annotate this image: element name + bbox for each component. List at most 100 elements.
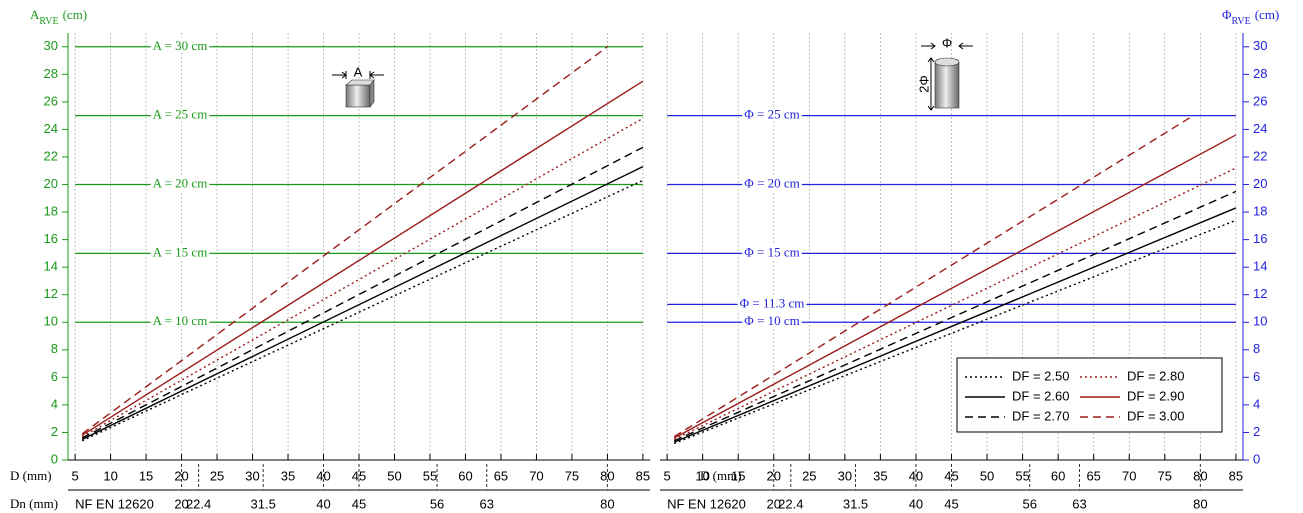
x-tick-label: 85	[1229, 468, 1243, 483]
x-tick-label: 65	[494, 468, 508, 483]
y-tick-label: 22	[1253, 148, 1267, 163]
legend-label: DF = 2.70	[1012, 408, 1069, 423]
dn-axis-label: Dn (mm)	[10, 496, 58, 511]
x-tick-label: 5	[663, 468, 670, 483]
reference-label: A = 20 cm	[153, 176, 208, 191]
reference-label: Φ = 15 cm	[744, 244, 799, 259]
icon-cube-top	[346, 80, 374, 85]
y-axis-label: ARVE(cm)	[30, 7, 87, 27]
y-tick-label: 24	[1253, 121, 1267, 136]
reference-label: Φ = 10 cm	[744, 313, 799, 328]
dn-tick-label: 63	[480, 496, 494, 511]
legend-label: DF = 2.50	[1012, 368, 1069, 383]
dn-tick-label: 31.5	[843, 496, 868, 511]
y-axis-label-part: (cm)	[63, 7, 88, 22]
legend-label: DF = 2.60	[1012, 388, 1069, 403]
series-line	[82, 47, 607, 434]
reference-label: A = 15 cm	[153, 244, 208, 259]
reference-label: A = 10 cm	[153, 313, 208, 328]
y-tick-label: 20	[1253, 176, 1267, 191]
dn-tick-label: 40	[909, 496, 923, 511]
x-tick-label: 50	[387, 468, 401, 483]
x-tick-label: 75	[565, 468, 579, 483]
y-axis-label-part: RVE	[39, 16, 58, 27]
x-tick-label: 5	[71, 468, 78, 483]
y-axis-label-part: Φ	[1222, 7, 1232, 22]
dn-note: NF EN 12620	[75, 496, 154, 511]
series-line	[82, 167, 643, 440]
y-axis-label-part: RVE	[1232, 16, 1251, 27]
x-tick-label: 70	[1122, 468, 1136, 483]
x-tick-label: 85	[636, 468, 650, 483]
x-tick-label: 75	[1158, 468, 1172, 483]
x-tick-label: 50	[980, 468, 994, 483]
x-tick-label: 15	[139, 468, 153, 483]
y-tick-label: 4	[1253, 396, 1260, 411]
y-tick-label: 0	[1253, 451, 1260, 466]
x-tick-label: 35	[873, 468, 887, 483]
y-tick-label: 26	[44, 93, 58, 108]
x-tick-label: 55	[423, 468, 437, 483]
y-tick-label: 0	[51, 451, 58, 466]
y-tick-label: 12	[44, 286, 58, 301]
icon-height-label: 2Φ	[916, 75, 931, 93]
x-tick-label: 55	[1015, 468, 1029, 483]
icon-cube	[346, 85, 370, 107]
y-tick-label: 10	[44, 314, 58, 329]
icon-width-label: A	[354, 64, 363, 79]
y-tick-label: 28	[44, 66, 58, 81]
y-tick-label: 16	[44, 231, 58, 246]
icon-width-label: Φ	[942, 35, 952, 50]
series-line	[82, 180, 643, 440]
y-tick-label: 8	[51, 341, 58, 356]
series-line	[82, 147, 643, 438]
y-tick-label: 20	[44, 176, 58, 191]
reference-label: A = 30 cm	[153, 38, 208, 53]
y-tick-label: 26	[1253, 93, 1267, 108]
x-axis-label: D (mm)	[700, 468, 742, 483]
x-tick-label: 25	[210, 468, 224, 483]
dn-note: NF EN 12620	[667, 496, 746, 511]
dn-tick-label: 22.4	[778, 496, 803, 511]
y-tick-label: 10	[1253, 314, 1267, 329]
y-axis-label: ΦRVE (cm)	[1222, 7, 1279, 27]
series-line	[82, 118, 643, 436]
x-tick-label: 10	[103, 468, 117, 483]
x-tick-label: 25	[802, 468, 816, 483]
y-tick-label: 2	[51, 424, 58, 439]
y-tick-label: 16	[1253, 231, 1267, 246]
y-tick-label: 2	[1253, 424, 1260, 439]
y-axis-label-part: (cm)	[1255, 7, 1280, 22]
legend-label: DF = 2.80	[1127, 368, 1184, 383]
y-tick-label: 18	[44, 204, 58, 219]
icon-cylinder-top	[935, 58, 959, 66]
reference-label: Φ = 20 cm	[744, 176, 799, 191]
dn-tick-label: 22.4	[186, 496, 211, 511]
y-tick-label: 14	[1253, 259, 1267, 274]
x-tick-label: 30	[838, 468, 852, 483]
dn-tick-label: 45	[352, 496, 366, 511]
y-tick-label: 30	[44, 38, 58, 53]
x-tick-label: 30	[245, 468, 259, 483]
dn-tick-label: 80	[600, 496, 614, 511]
reference-label: Φ = 25 cm	[744, 107, 799, 122]
y-tick-label: 28	[1253, 66, 1267, 81]
icon-cube-side	[370, 80, 374, 107]
dn-tick-label: 31.5	[251, 496, 276, 511]
legend-label: DF = 3.00	[1127, 408, 1184, 423]
y-tick-label: 4	[51, 396, 58, 411]
x-tick-label: 35	[281, 468, 295, 483]
y-tick-label: 18	[1253, 204, 1267, 219]
y-tick-label: 6	[51, 369, 58, 384]
icon-cylinder	[935, 62, 959, 108]
y-tick-label: 8	[1253, 341, 1260, 356]
chart: 510152025303540455055606570758085D (mm)D…	[0, 0, 1303, 513]
dn-tick-label: 40	[316, 496, 330, 511]
dn-tick-label: 56	[1022, 496, 1036, 511]
y-tick-label: 12	[1253, 286, 1267, 301]
y-tick-label: 6	[1253, 369, 1260, 384]
x-tick-label: 60	[1051, 468, 1065, 483]
dn-tick-label: 56	[430, 496, 444, 511]
y-tick-label: 30	[1253, 38, 1267, 53]
x-tick-label: 70	[529, 468, 543, 483]
